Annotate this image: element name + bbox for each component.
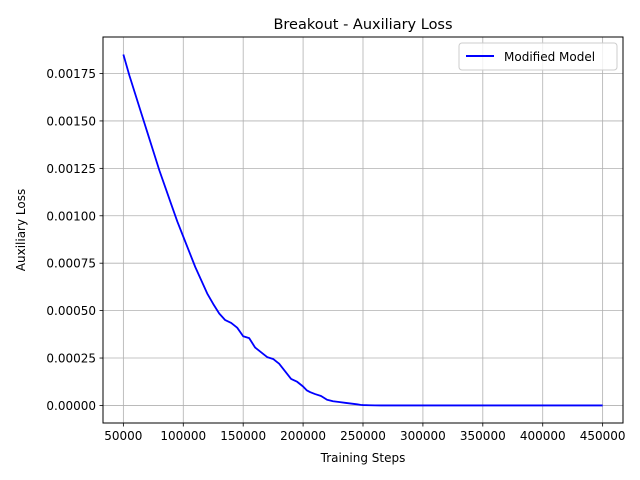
y-tick-label: 0.00050	[46, 304, 96, 318]
x-tick-label: 300000	[400, 429, 446, 443]
y-tick-label: 0.00100	[46, 209, 96, 223]
legend-label-modified-model: Modified Model	[504, 50, 595, 64]
x-tick-label: 150000	[220, 429, 266, 443]
chart-title: Breakout - Auxiliary Loss	[273, 17, 452, 33]
x-tick-label: 50000	[104, 429, 142, 443]
x-tick-label: 100000	[160, 429, 206, 443]
x-axis-label: Training Steps	[320, 451, 406, 465]
x-tick-label: 450000	[580, 429, 626, 443]
y-tick-label: 0.00150	[46, 114, 96, 128]
series-line-modified-model	[122, 54, 603, 407]
legend-box	[458, 42, 618, 71]
y-axis-ticks: 0.00000 0.00025 0.00050 0.00075 0.00100 0.001…	[46, 67, 103, 413]
grid	[103, 37, 623, 423]
x-tick-label: 350000	[460, 429, 506, 443]
x-tick-label: 250000	[340, 429, 386, 443]
series-layer	[122, 54, 603, 407]
y-tick-label: 0.00000	[46, 399, 96, 413]
y-tick-label: 0.00075	[46, 257, 96, 271]
y-axis-label: Auxiliary Loss	[14, 189, 28, 271]
x-tick-label: 200000	[280, 429, 326, 443]
x-tick-label: 400000	[520, 429, 566, 443]
x-axis-ticks: 50000 100000 150000 200000 250000 300000 35000…	[104, 423, 626, 443]
y-tick-label: 0.00125	[46, 162, 96, 176]
y-tick-label: 0.00175	[46, 67, 96, 81]
legend: Modified Model	[458, 42, 618, 71]
y-tick-label: 0.00025	[46, 352, 96, 366]
